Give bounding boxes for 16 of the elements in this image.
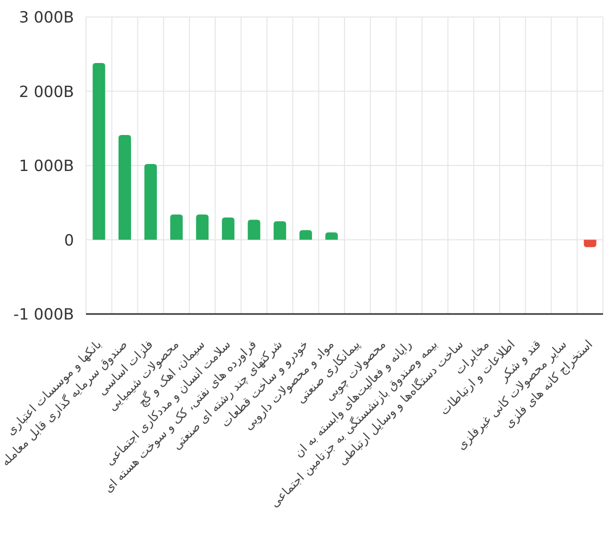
y-tick-label: -1 000B (13, 306, 74, 324)
y-tick-label: 3 000B (18, 8, 74, 26)
y-tick-label: 2 000B (18, 82, 74, 101)
bar (92, 63, 106, 240)
bar (144, 164, 157, 240)
bar (274, 221, 286, 240)
bar (170, 214, 183, 240)
bar (325, 232, 338, 240)
bar (118, 135, 132, 240)
bar (222, 217, 234, 240)
bar (299, 230, 312, 240)
y-tick-label: 1 000B (18, 157, 74, 175)
y-tick-label: 0 (64, 231, 74, 250)
bar (584, 240, 596, 248)
bar (196, 214, 209, 240)
bar (248, 220, 260, 240)
